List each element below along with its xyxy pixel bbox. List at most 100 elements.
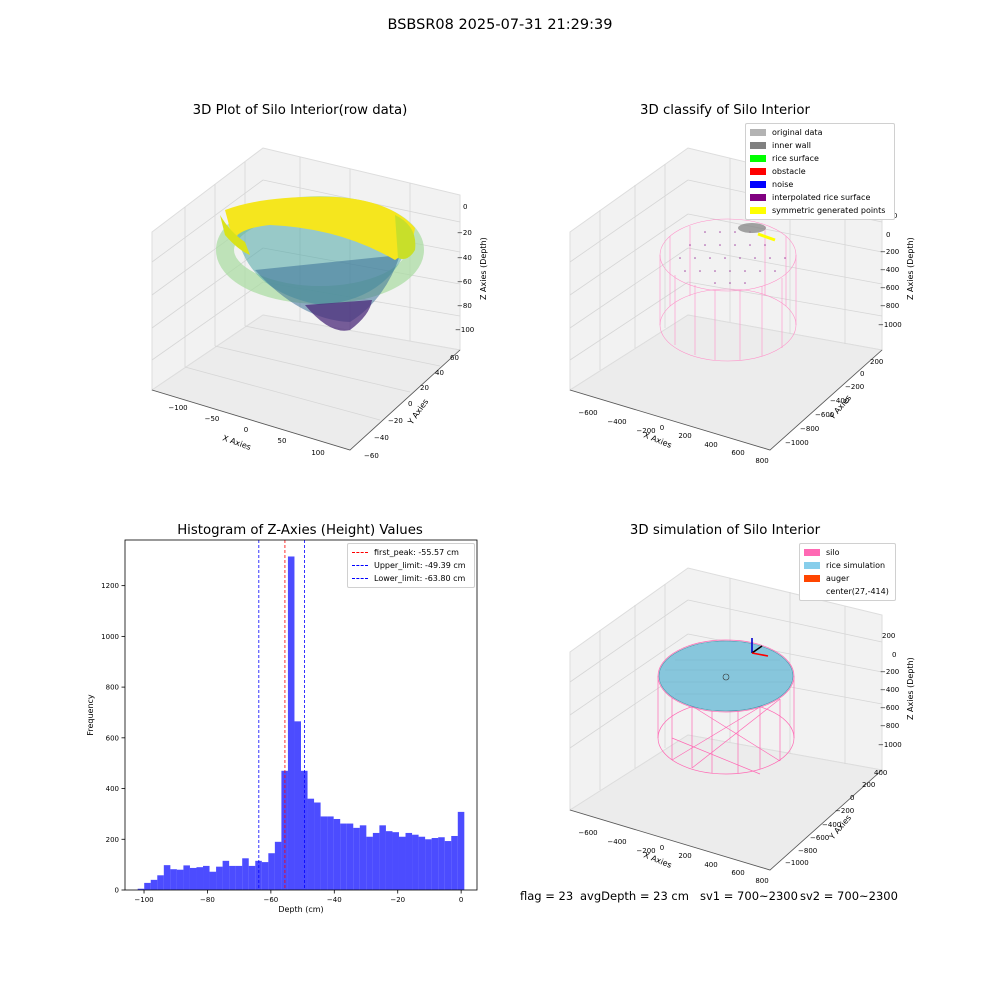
- histogram-bar: [203, 865, 210, 890]
- classify-legend-label: rice surface: [772, 154, 819, 163]
- histogram-xtick-label: 0: [459, 896, 463, 904]
- histogram-bar: [235, 865, 243, 890]
- histogram-bar: [196, 867, 204, 890]
- histogram-bar: [385, 831, 393, 890]
- classify-surface-dots: [679, 231, 786, 284]
- classify-legend-swatch: [750, 142, 766, 149]
- sim-xtick: 800: [755, 877, 768, 885]
- classify-legend-swatch: [750, 207, 766, 214]
- histogram-bar: [176, 869, 184, 890]
- classify-ytick: −800: [800, 425, 819, 433]
- histogram-xtick-label: −80: [200, 896, 215, 904]
- histogram-bar: [137, 888, 145, 890]
- histogram-bar: [457, 811, 465, 890]
- classify-xtick: 600: [731, 449, 744, 457]
- histogram-bar: [327, 816, 334, 890]
- classify-legend: original data inner wall rice surface obsta…: [745, 123, 895, 220]
- classify-xtick: −600: [578, 409, 597, 417]
- histogram-xtick-label: −100: [134, 896, 153, 904]
- histogram-bar: [294, 721, 301, 890]
- classify-ytick: −1000: [785, 439, 809, 447]
- raw-ztick: −20: [457, 229, 472, 237]
- histogram-bar: [314, 802, 321, 890]
- histogram-legend-swatch: [352, 565, 368, 566]
- classify-ztick: −400: [880, 266, 899, 274]
- raw-xtick: 50: [278, 437, 287, 445]
- classify-legend-swatch: [750, 129, 766, 136]
- simulation-legend-label: rice simulation: [826, 561, 886, 570]
- histogram-bar: [353, 827, 360, 890]
- figure-title: BSBSR08 2025-07-31 21:29:39: [387, 17, 613, 33]
- histogram-bar: [418, 836, 426, 890]
- sim-ytick: −400: [822, 821, 841, 829]
- simulation-legend-swatch: [804, 549, 820, 556]
- simulation-rice-surface: [658, 640, 794, 712]
- classify-xtick: 400: [704, 441, 717, 449]
- sim-ztick: −1000: [878, 741, 902, 749]
- simulation-legend-swatch: [804, 575, 820, 582]
- histogram-legend-label: Lower_limit: -63.80 cm: [374, 574, 466, 583]
- sim-ztick: 200: [882, 632, 895, 640]
- classify-legend-item: rice surface: [746, 152, 894, 165]
- histogram-ytick-label: 600: [106, 734, 119, 742]
- classify-ytick: −200: [845, 383, 864, 391]
- histogram-frame: [124, 539, 478, 891]
- histogram-ytick-label: 1000: [101, 633, 119, 641]
- histogram-bar: [372, 832, 380, 890]
- classify-ztick: −1000: [878, 321, 902, 329]
- histogram-xtick-label: −40: [327, 896, 342, 904]
- sim-ztick: 0: [892, 651, 896, 659]
- sim-ztick: −200: [880, 668, 899, 676]
- sim-xtick: 600: [731, 869, 744, 877]
- raw-xtick: −50: [205, 415, 220, 423]
- classify-legend-label: original data: [772, 128, 823, 137]
- classify-legend-item: inner wall: [746, 139, 894, 152]
- raw-zlabel: Z Axies (Depth): [479, 237, 488, 300]
- histogram-legend-swatch: [352, 578, 368, 579]
- histogram-bar: [379, 825, 386, 890]
- histogram-bar: [163, 865, 171, 890]
- histogram-legend-item: first_peak: -55.57 cm: [348, 546, 474, 559]
- sim-ztick: −400: [880, 686, 899, 694]
- histogram-bar: [287, 556, 295, 890]
- raw-ytick: 20: [420, 384, 429, 392]
- histogram-xtick-label: −20: [390, 896, 405, 904]
- sv2-readout: sv2 = 700~2300: [800, 889, 898, 903]
- histogram-bar: [150, 879, 158, 890]
- histogram-reference-lines: [258, 540, 305, 890]
- histogram-bar: [189, 867, 197, 890]
- histogram-ylabel: Frequency: [86, 694, 95, 736]
- histogram-legend: first_peak: -55.57 cm Upper_limit: -49.39…: [347, 543, 475, 588]
- simulation-plot-title: 3D simulation of Silo Interior: [629, 523, 821, 538]
- histogram-bar: [183, 865, 190, 890]
- raw-xtick: −100: [168, 404, 187, 412]
- classify-ytick: −600: [815, 411, 834, 419]
- histogram-legend-item: Lower_limit: -63.80 cm: [348, 572, 474, 585]
- histogram-bar: [412, 834, 419, 890]
- raw-ytick: −60: [364, 452, 379, 460]
- simulation-legend-item: auger: [800, 572, 895, 585]
- sim-ytick: −1000: [785, 859, 809, 867]
- simulation-3d-plot: −600 −400 −200 0 200 400 600 800 −1000 −…: [568, 567, 915, 885]
- classify-ztick: −800: [880, 302, 899, 310]
- histogram-yticks: 0 200 400 600 800 1000 1200: [101, 582, 125, 895]
- classify-xtick: 0: [660, 424, 664, 432]
- histogram-title: Histogram of Z-Axies (Height) Values: [177, 523, 423, 538]
- sim-zlabel: Z Axies (Depth): [906, 657, 915, 720]
- histogram-bar: [425, 839, 432, 890]
- classify-ytick: 200: [870, 358, 883, 366]
- classify-plot-title: 3D classify of Silo Interior: [640, 103, 810, 118]
- classify-ztick: −600: [880, 284, 899, 292]
- histogram-xlabel: Depth (cm): [278, 905, 323, 914]
- flag-readout: flag = 23: [520, 889, 574, 903]
- sim-xlabel: X Axies: [642, 851, 673, 870]
- histogram-bar: [274, 841, 282, 890]
- simulation-legend-item: center(27,-414): [800, 585, 895, 598]
- histogram-legend-swatch: [352, 552, 368, 553]
- simulation-legend-swatch: [804, 588, 820, 595]
- histogram-legend-label: Upper_limit: -49.39 cm: [374, 561, 466, 570]
- sim-ztick: −800: [880, 722, 899, 730]
- classify-legend-item: obstacle: [746, 165, 894, 178]
- sim-xtick: 0: [660, 844, 664, 852]
- histogram-bar: [157, 875, 164, 890]
